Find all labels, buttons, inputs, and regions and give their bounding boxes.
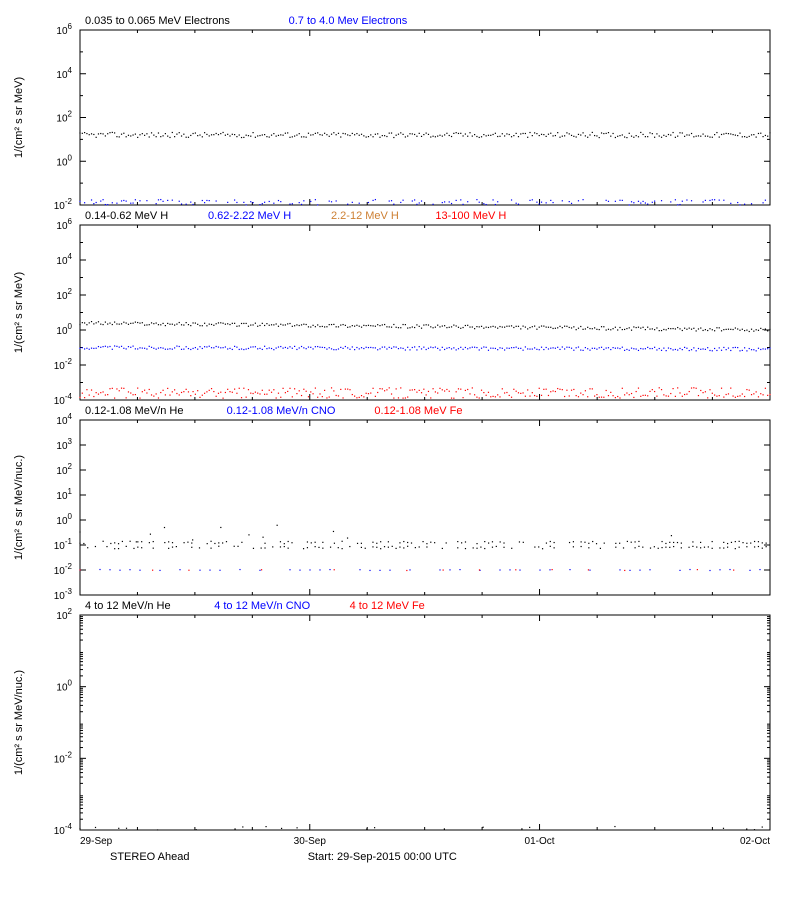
series-cno-low — [79, 569, 760, 571]
y-tick-label: 10-2 — [54, 357, 73, 372]
series-label: 4 to 12 MeV/n CNO — [214, 600, 310, 612]
panel-frame — [80, 615, 770, 830]
y-tick-label: 10-2 — [54, 750, 73, 765]
y-tick-label: 10-4 — [54, 392, 73, 407]
y-axis-label: 1/(cm² s sr MeV/nuc.) — [13, 455, 25, 560]
y-tick-label: 10-3 — [54, 587, 73, 602]
series-label: 4 to 12 MeV/n He — [85, 600, 171, 612]
y-tick-label: 102 — [56, 287, 72, 302]
y-tick-label: 104 — [56, 252, 72, 267]
series-label: 0.12-1.08 MeV/n CNO — [227, 405, 336, 417]
series-elec-low — [79, 132, 770, 138]
series-he-low-sc — [79, 525, 672, 543]
y-axis-label: 1/(cm² s sr MeV/nuc.) — [13, 670, 25, 775]
series-he-low-b — [87, 546, 767, 550]
y-tick-label: 10-4 — [54, 822, 73, 837]
y-tick-label: 10-2 — [54, 197, 73, 212]
footer-center: Start: 29-Sep-2015 00:00 UTC — [308, 851, 457, 863]
chart-container: 10-2 100 102 104 106 1/(cm² s sr MeV) 0.035 to… — [0, 0, 800, 900]
series-label: 13-100 MeV H — [435, 210, 506, 222]
y-tick-label: 104 — [56, 412, 72, 427]
x-tick-label: 30-Sep — [294, 836, 327, 847]
panel-frame — [80, 225, 770, 400]
y-tick-label: 101 — [56, 487, 72, 502]
series-fe-low — [79, 569, 734, 571]
y-tick-label: 100 — [56, 322, 72, 337]
y-tick-label: 100 — [56, 153, 72, 168]
y-tick-label: 102 — [56, 462, 72, 477]
series-label: 0.12-1.08 MeV/n He — [85, 405, 183, 417]
series-h2 — [79, 345, 770, 351]
y-tick-label: 100 — [56, 679, 72, 694]
series-he-low-a — [79, 541, 766, 545]
y-tick-label: 10-2 — [54, 562, 73, 577]
y-axis-label: 1/(cm² s sr MeV) — [13, 77, 25, 158]
y-tick-label: 103 — [56, 437, 72, 452]
series-label: 0.12-1.08 MeV Fe — [374, 405, 462, 417]
series-label: 4 to 12 MeV Fe — [350, 600, 425, 612]
y-tick-label: 102 — [56, 607, 72, 622]
panel-frame — [80, 420, 770, 595]
x-tick-label: 02-Oct — [740, 836, 770, 847]
series-label: 0.14-0.62 MeV H — [85, 210, 168, 222]
panel-frame — [80, 30, 770, 205]
y-tick-label: 106 — [56, 22, 72, 37]
series-h1 — [79, 321, 770, 332]
series-label: 2.2-12 MeV H — [331, 210, 399, 222]
y-tick-label: 100 — [56, 512, 72, 527]
series-label: 0.62-2.22 MeV H — [208, 210, 291, 222]
series-label: 0.035 to 0.065 MeV Electrons — [85, 15, 230, 27]
series-label: 0.7 to 4.0 Mev Electrons — [289, 15, 408, 27]
x-tick-label: 29-Sep — [80, 836, 113, 847]
x-tick-label: 01-Oct — [525, 836, 555, 847]
y-tick-label: 106 — [56, 217, 72, 232]
y-axis-label: 1/(cm² s sr MeV) — [13, 272, 25, 353]
y-tick-label: 10-1 — [54, 537, 73, 552]
y-tick-label: 102 — [56, 110, 72, 125]
y-tick-label: 104 — [56, 66, 72, 81]
chart-svg: 10-2 100 102 104 106 1/(cm² s sr MeV) 0.035 to… — [0, 0, 800, 900]
footer-left: STEREO Ahead — [110, 851, 190, 863]
